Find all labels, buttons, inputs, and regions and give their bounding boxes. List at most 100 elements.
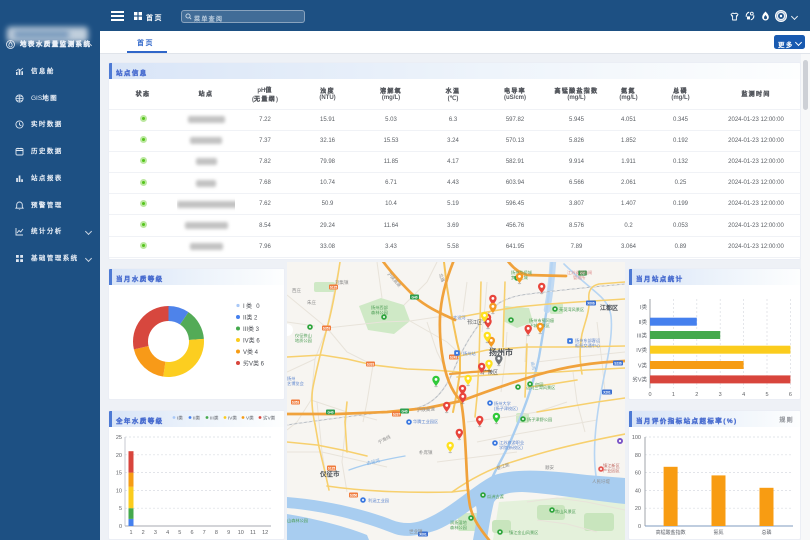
svg-text:II类: II类 [193, 414, 201, 421]
svg-text:总磷: 总磷 [761, 529, 771, 536]
svg-text:V类: V类 [246, 414, 254, 421]
svg-text:扬州市蜀冈瘦: 扬州市蜀冈瘦 [529, 317, 554, 324]
svg-text:IV类: IV类 [228, 414, 237, 421]
svg-text:8: 8 [215, 530, 218, 536]
svg-text:焦山风景区: 焦山风景区 [555, 508, 576, 515]
svg-text:扬州华侨城: 扬州华侨城 [511, 269, 533, 276]
svg-text:江都区: 江都区 [600, 304, 618, 312]
svg-text:11: 11 [250, 530, 256, 536]
svg-text:40: 40 [635, 488, 641, 494]
svg-text:10: 10 [116, 488, 122, 494]
svg-text:IV类: IV类 [636, 346, 647, 354]
svg-text:高锰酸盐指数: 高锰酸盐指数 [656, 529, 686, 536]
svg-text:G40: G40 [401, 409, 407, 413]
svg-text:S243: S243 [450, 355, 458, 359]
svg-text:刘集镇: 刘集镇 [335, 279, 349, 286]
svg-text:G40: G40 [411, 295, 417, 299]
svg-text:10: 10 [238, 530, 244, 536]
svg-text:S356: S356 [350, 493, 358, 497]
svg-text:1: 1 [129, 530, 132, 536]
svg-text:IV类 6: IV类 6 [243, 336, 260, 344]
svg-text:春江路: 春江路 [495, 461, 510, 472]
svg-text:G40: G40 [327, 410, 333, 414]
svg-text:III类 3: III类 3 [243, 325, 260, 333]
svg-text:枢纽交通中心: 枢纽交通中心 [575, 342, 601, 349]
svg-text:X201: X201 [603, 390, 611, 394]
svg-text:茱萸湾风景区: 茱萸湾风景区 [559, 306, 584, 313]
svg-text:利涵工业园: 利涵工业园 [368, 497, 389, 504]
svg-text:扬州东部客运: 扬州东部客运 [575, 337, 601, 344]
svg-text:华腾工业园区: 华腾工业园区 [413, 418, 438, 425]
svg-text:15: 15 [116, 471, 122, 477]
svg-text:5: 5 [119, 506, 122, 512]
svg-text:扬州市: 扬州市 [489, 347, 513, 357]
svg-text:G2: G2 [580, 271, 584, 275]
svg-text:朴席镇: 朴席镇 [419, 449, 433, 456]
svg-text:II类 2: II类 2 [243, 313, 258, 321]
svg-text:25: 25 [116, 435, 122, 441]
svg-text:X006: X006 [587, 301, 595, 305]
svg-text:艺博览会: 艺博览会 [287, 380, 305, 387]
svg-text:朱庄: 朱庄 [307, 299, 316, 306]
svg-text:20: 20 [116, 453, 122, 459]
svg-text:世业镇: 世业镇 [409, 528, 423, 535]
svg-text:北路: 北路 [437, 272, 447, 283]
svg-text:II类: II类 [638, 318, 647, 326]
svg-text:3: 3 [719, 392, 722, 398]
svg-text:古运河: 古运河 [366, 457, 381, 467]
svg-text:2: 2 [142, 530, 145, 536]
svg-text:扬州: 扬州 [287, 375, 295, 382]
svg-text:学院(新校区): 学院(新校区) [499, 444, 523, 451]
svg-text:邗江区: 邗江区 [467, 319, 482, 326]
svg-text:0: 0 [119, 524, 122, 530]
svg-text:6: 6 [190, 530, 193, 536]
svg-text:1: 1 [672, 392, 675, 398]
svg-text:广陵区: 广陵区 [483, 369, 498, 376]
svg-text:S353: S353 [323, 326, 331, 330]
svg-text:顺安: 顺安 [545, 464, 554, 471]
svg-text:4: 4 [166, 530, 169, 536]
svg-text:S333: S333 [367, 362, 375, 366]
svg-text:人民圩堤: 人民圩堤 [592, 478, 610, 485]
svg-text:I类: I类 [177, 414, 183, 421]
svg-text:西庄: 西庄 [292, 287, 301, 294]
svg-text:S236: S236 [614, 361, 622, 365]
svg-text:0: 0 [638, 524, 641, 530]
svg-text:60: 60 [635, 471, 641, 477]
svg-text:镇江新区: 镇江新区 [603, 462, 620, 469]
svg-text:地质公园: 地质公园 [295, 337, 312, 344]
svg-text:7: 7 [203, 530, 206, 536]
svg-text:9: 9 [227, 530, 230, 536]
svg-text:(扬子津校区): (扬子津校区) [494, 405, 518, 412]
svg-text:S125: S125 [328, 466, 336, 470]
svg-text:V类 4: V类 4 [243, 348, 259, 356]
svg-text:S237: S237 [393, 412, 401, 416]
svg-text:瓜洲古渡: 瓜洲古渡 [487, 493, 505, 500]
svg-text:0: 0 [648, 392, 651, 398]
svg-text:江苏旅游职业: 江苏旅游职业 [499, 439, 524, 446]
svg-text:氨氮: 氨氮 [713, 529, 723, 536]
svg-text:X001: X001 [419, 532, 427, 536]
svg-text:沪陕高速: 沪陕高速 [417, 405, 436, 414]
svg-text:镇江金山风景区: 镇江金山风景区 [509, 529, 538, 536]
svg-text:2: 2 [695, 392, 698, 398]
svg-text:森林公园: 森林公园 [450, 524, 467, 531]
svg-text:5: 5 [178, 530, 181, 536]
svg-text:扬州大学: 扬州大学 [494, 400, 511, 407]
svg-text:I类 0: I类 0 [243, 302, 261, 310]
svg-text:80: 80 [635, 453, 641, 459]
svg-text:6: 6 [789, 392, 792, 398]
svg-text:V类: V类 [638, 361, 648, 369]
svg-text:I类: I类 [640, 303, 648, 311]
svg-text:5: 5 [765, 392, 768, 398]
svg-text:劣V类: 劣V类 [632, 376, 647, 384]
svg-text:森林公园: 森林公园 [371, 309, 388, 316]
svg-text:仪征捺山: 仪征捺山 [295, 332, 312, 339]
svg-text:S125: S125 [330, 285, 338, 289]
svg-text:何园: 何园 [535, 381, 543, 388]
svg-text:运河: 运河 [530, 361, 537, 370]
svg-text:III类: III类 [210, 414, 219, 421]
svg-text:12: 12 [262, 530, 268, 536]
svg-text:管理所: 管理所 [573, 274, 586, 281]
svg-text:100: 100 [632, 435, 641, 441]
